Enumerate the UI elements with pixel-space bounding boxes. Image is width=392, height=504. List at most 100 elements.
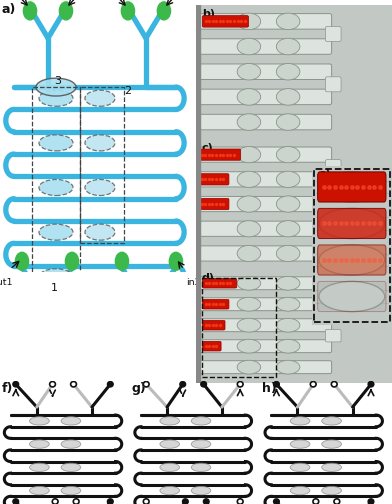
Circle shape <box>24 2 36 20</box>
Ellipse shape <box>29 463 49 472</box>
Circle shape <box>15 253 29 270</box>
Circle shape <box>122 2 134 20</box>
Circle shape <box>310 382 316 387</box>
Ellipse shape <box>39 179 73 196</box>
Text: 3: 3 <box>54 77 62 86</box>
FancyBboxPatch shape <box>318 281 386 311</box>
Ellipse shape <box>237 297 261 311</box>
FancyBboxPatch shape <box>200 114 332 130</box>
FancyBboxPatch shape <box>200 147 332 162</box>
Circle shape <box>73 499 79 504</box>
Ellipse shape <box>322 440 341 448</box>
Ellipse shape <box>276 276 300 290</box>
Text: a): a) <box>2 3 16 16</box>
Ellipse shape <box>319 172 385 202</box>
Ellipse shape <box>290 486 310 495</box>
Ellipse shape <box>237 89 261 105</box>
Circle shape <box>334 499 340 504</box>
Circle shape <box>180 382 186 387</box>
Circle shape <box>274 382 279 387</box>
FancyBboxPatch shape <box>200 197 332 212</box>
Ellipse shape <box>276 38 300 55</box>
Ellipse shape <box>237 339 261 353</box>
Bar <box>196 270 200 383</box>
FancyBboxPatch shape <box>200 298 332 310</box>
FancyBboxPatch shape <box>325 209 341 224</box>
Circle shape <box>13 382 19 387</box>
Ellipse shape <box>237 13 261 30</box>
FancyBboxPatch shape <box>325 287 341 300</box>
Ellipse shape <box>85 179 115 196</box>
Ellipse shape <box>85 90 115 106</box>
Bar <box>196 139 200 272</box>
Ellipse shape <box>61 440 81 448</box>
Ellipse shape <box>61 417 81 425</box>
Ellipse shape <box>237 245 261 262</box>
Ellipse shape <box>322 486 341 495</box>
Ellipse shape <box>191 463 211 472</box>
Ellipse shape <box>276 13 300 30</box>
Circle shape <box>71 382 76 387</box>
Ellipse shape <box>237 64 261 80</box>
Text: d): d) <box>202 273 215 283</box>
Ellipse shape <box>290 417 310 425</box>
Circle shape <box>368 499 374 504</box>
Ellipse shape <box>276 245 300 262</box>
Ellipse shape <box>237 171 261 187</box>
Ellipse shape <box>319 208 385 238</box>
FancyBboxPatch shape <box>202 299 229 309</box>
Text: out1: out1 <box>0 278 13 287</box>
Ellipse shape <box>322 463 341 472</box>
Circle shape <box>65 253 78 270</box>
Text: c): c) <box>202 143 214 153</box>
Ellipse shape <box>276 171 300 187</box>
FancyBboxPatch shape <box>198 174 229 185</box>
Circle shape <box>313 499 319 504</box>
Ellipse shape <box>29 440 49 448</box>
Ellipse shape <box>61 486 81 495</box>
FancyBboxPatch shape <box>202 321 225 330</box>
Bar <box>32 87 80 288</box>
Text: 1: 1 <box>51 283 58 293</box>
FancyBboxPatch shape <box>318 208 386 238</box>
Circle shape <box>201 382 207 387</box>
FancyBboxPatch shape <box>325 160 341 174</box>
FancyBboxPatch shape <box>200 319 332 332</box>
Circle shape <box>50 382 55 387</box>
FancyBboxPatch shape <box>200 277 332 290</box>
Ellipse shape <box>191 417 211 425</box>
Ellipse shape <box>237 114 261 131</box>
Ellipse shape <box>237 276 261 290</box>
Circle shape <box>52 499 58 504</box>
Ellipse shape <box>85 224 115 240</box>
Circle shape <box>107 499 113 504</box>
FancyBboxPatch shape <box>202 279 237 288</box>
Ellipse shape <box>237 147 261 163</box>
Ellipse shape <box>276 221 300 237</box>
Ellipse shape <box>36 78 76 96</box>
FancyBboxPatch shape <box>325 27 341 41</box>
FancyBboxPatch shape <box>200 246 332 261</box>
Circle shape <box>115 253 129 270</box>
Circle shape <box>331 382 337 387</box>
Text: f): f) <box>1 382 13 395</box>
Ellipse shape <box>290 463 310 472</box>
Circle shape <box>143 499 149 504</box>
Circle shape <box>183 499 188 504</box>
Circle shape <box>203 499 209 504</box>
Bar <box>196 5 200 141</box>
Ellipse shape <box>39 135 73 151</box>
Ellipse shape <box>276 89 300 105</box>
Ellipse shape <box>237 196 261 212</box>
FancyBboxPatch shape <box>325 330 341 342</box>
Ellipse shape <box>191 440 211 448</box>
Ellipse shape <box>237 360 261 374</box>
FancyBboxPatch shape <box>200 221 332 236</box>
Ellipse shape <box>276 360 300 374</box>
Circle shape <box>13 499 19 504</box>
Ellipse shape <box>237 319 261 332</box>
FancyBboxPatch shape <box>200 14 332 29</box>
Ellipse shape <box>29 486 49 495</box>
Ellipse shape <box>39 224 73 240</box>
Ellipse shape <box>160 486 180 495</box>
